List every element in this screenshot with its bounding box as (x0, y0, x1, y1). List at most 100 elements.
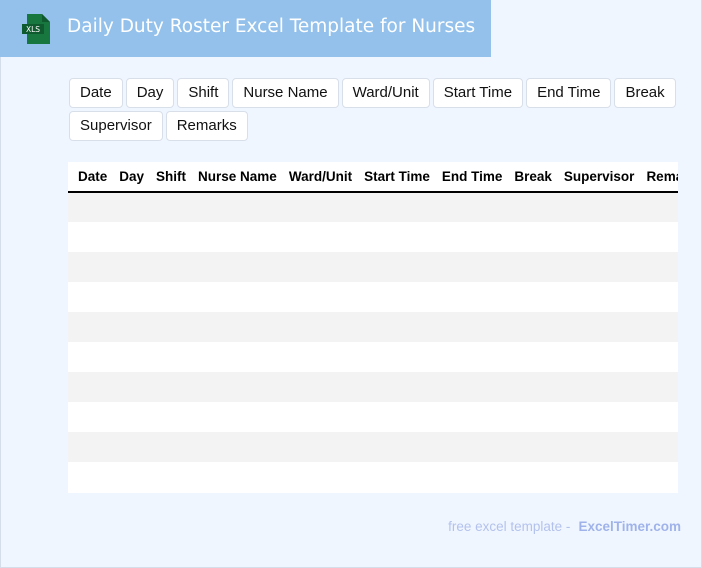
table-cell[interactable] (640, 192, 678, 222)
table-cell[interactable] (192, 252, 283, 282)
table-cell[interactable] (640, 252, 678, 282)
table-cell[interactable] (150, 252, 193, 282)
table-cell[interactable] (508, 372, 558, 402)
table-cell[interactable] (640, 402, 678, 432)
table-cell[interactable] (436, 342, 509, 372)
table-cell[interactable] (68, 282, 113, 312)
table-cell[interactable] (283, 282, 358, 312)
table-cell[interactable] (435, 372, 509, 402)
table-cell[interactable] (640, 312, 678, 342)
table-cell[interactable] (192, 462, 283, 492)
table-cell[interactable] (640, 282, 678, 312)
table-cell[interactable] (508, 252, 558, 282)
table-cell[interactable] (435, 432, 509, 462)
chip-shift[interactable]: Shift (177, 78, 230, 108)
table-cell[interactable] (558, 462, 641, 492)
table-cell[interactable] (557, 372, 641, 402)
chip-date[interactable]: Date (69, 78, 123, 108)
table-cell[interactable] (640, 222, 678, 252)
table-cell[interactable] (508, 222, 558, 252)
table-cell[interactable] (557, 252, 641, 282)
table-cell[interactable] (508, 192, 558, 222)
table-cell[interactable] (150, 192, 193, 222)
table-cell[interactable] (113, 462, 150, 492)
table-cell[interactable] (640, 462, 678, 492)
table-cell[interactable] (640, 342, 678, 372)
table-cell[interactable] (358, 372, 436, 402)
table-cell[interactable] (508, 402, 558, 432)
table-cell[interactable] (358, 312, 436, 342)
table-cell[interactable] (283, 342, 358, 372)
table-cell[interactable] (557, 192, 641, 222)
footer-link[interactable]: ExcelTimer.com (578, 519, 681, 534)
table-cell[interactable] (113, 192, 151, 222)
table-cell[interactable] (192, 342, 283, 372)
table-cell[interactable] (358, 192, 436, 222)
table-cell[interactable] (358, 462, 436, 492)
table-cell[interactable] (508, 462, 558, 492)
table-cell[interactable] (283, 222, 358, 252)
table-cell[interactable] (68, 432, 114, 462)
table-cell[interactable] (282, 312, 359, 342)
table-cell[interactable] (358, 282, 436, 312)
table-cell[interactable] (68, 372, 114, 402)
table-cell[interactable] (192, 312, 283, 342)
chip-start-time[interactable]: Start Time (432, 78, 524, 108)
table-cell[interactable] (508, 312, 558, 342)
table-cell[interactable] (508, 282, 558, 312)
chip-supervisor[interactable]: Supervisor (69, 111, 163, 141)
table-cell[interactable] (113, 402, 150, 432)
table-cell[interactable] (113, 312, 151, 342)
table-cell[interactable] (150, 402, 192, 432)
table-cell[interactable] (283, 462, 358, 492)
chip-day[interactable]: Day (125, 78, 175, 108)
table-cell[interactable] (68, 222, 113, 252)
table-cell[interactable] (557, 312, 641, 342)
table-cell[interactable] (508, 342, 558, 372)
table-cell[interactable] (282, 372, 359, 402)
table-cell[interactable] (435, 252, 509, 282)
chip-end-time[interactable]: End Time (526, 78, 612, 108)
table-cell[interactable] (192, 192, 283, 222)
table-cell[interactable] (282, 252, 359, 282)
table-cell[interactable] (282, 432, 359, 462)
table-cell[interactable] (192, 282, 283, 312)
table-cell[interactable] (150, 282, 192, 312)
table-cell[interactable] (113, 432, 151, 462)
table-cell[interactable] (558, 282, 641, 312)
table-cell[interactable] (192, 402, 283, 432)
chip-ward-unit[interactable]: Ward/Unit (341, 78, 430, 108)
table-cell[interactable] (358, 402, 436, 432)
table-cell[interactable] (508, 432, 558, 462)
table-cell[interactable] (358, 222, 436, 252)
table-cell[interactable] (436, 462, 509, 492)
table-cell[interactable] (113, 222, 150, 252)
table-cell[interactable] (113, 252, 151, 282)
table-cell[interactable] (557, 432, 641, 462)
table-cell[interactable] (68, 402, 113, 432)
table-cell[interactable] (150, 222, 192, 252)
table-cell[interactable] (436, 282, 509, 312)
table-cell[interactable] (68, 342, 113, 372)
table-cell[interactable] (282, 192, 359, 222)
table-cell[interactable] (150, 372, 193, 402)
table-cell[interactable] (436, 222, 509, 252)
table-cell[interactable] (150, 312, 193, 342)
table-cell[interactable] (558, 222, 641, 252)
table-cell[interactable] (68, 252, 114, 282)
table-cell[interactable] (150, 342, 192, 372)
chip-nurse-name[interactable]: Nurse Name (232, 78, 339, 108)
table-cell[interactable] (558, 342, 641, 372)
table-cell[interactable] (640, 432, 678, 462)
table-cell[interactable] (435, 312, 509, 342)
table-cell[interactable] (68, 462, 113, 492)
table-cell[interactable] (435, 192, 509, 222)
table-cell[interactable] (113, 372, 151, 402)
table-cell[interactable] (436, 402, 509, 432)
table-cell[interactable] (68, 192, 114, 222)
table-cell[interactable] (358, 342, 436, 372)
table-cell[interactable] (113, 342, 150, 372)
table-cell[interactable] (113, 282, 150, 312)
table-cell[interactable] (150, 462, 192, 492)
chip-break[interactable]: Break (614, 78, 676, 108)
